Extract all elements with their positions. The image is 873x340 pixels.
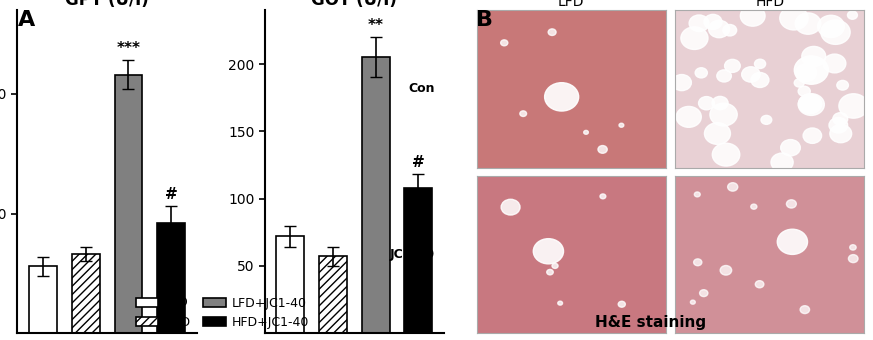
Circle shape — [751, 72, 769, 87]
Circle shape — [740, 5, 765, 26]
Circle shape — [787, 200, 796, 208]
Circle shape — [552, 264, 558, 268]
Circle shape — [754, 59, 766, 68]
Circle shape — [823, 54, 846, 73]
Title: LFD: LFD — [558, 0, 584, 9]
Circle shape — [672, 74, 691, 91]
Title: GPT (U/I): GPT (U/I) — [65, 0, 149, 8]
Bar — [157, 223, 185, 333]
Y-axis label: Con: Con — [409, 83, 435, 96]
Title: GOT (U/I): GOT (U/I) — [312, 0, 397, 8]
Circle shape — [742, 67, 760, 82]
Circle shape — [681, 27, 708, 49]
Circle shape — [720, 266, 732, 275]
Circle shape — [795, 13, 821, 34]
Circle shape — [619, 123, 624, 127]
Circle shape — [755, 280, 764, 288]
Circle shape — [727, 183, 738, 191]
Circle shape — [500, 40, 508, 46]
Circle shape — [829, 118, 848, 133]
Text: ***: *** — [116, 41, 141, 56]
Circle shape — [798, 94, 824, 115]
Bar — [320, 256, 347, 333]
Text: #: # — [165, 187, 177, 202]
Text: #: # — [412, 155, 425, 170]
Circle shape — [725, 59, 740, 72]
Circle shape — [694, 259, 702, 266]
Circle shape — [546, 269, 553, 275]
Legend: LFD, HFD, LFD+JC1-40, HFD+JC1-40: LFD, HFD, LFD+JC1-40, HFD+JC1-40 — [131, 291, 314, 334]
Circle shape — [545, 83, 579, 111]
Circle shape — [705, 123, 731, 144]
Text: B: B — [476, 10, 492, 30]
Circle shape — [761, 115, 772, 124]
Text: H&E staining: H&E staining — [595, 315, 706, 330]
Circle shape — [689, 15, 709, 32]
Circle shape — [618, 301, 625, 307]
Circle shape — [533, 239, 564, 264]
Circle shape — [677, 106, 701, 128]
Circle shape — [798, 86, 810, 96]
Circle shape — [849, 255, 858, 262]
Circle shape — [712, 96, 728, 110]
Circle shape — [558, 301, 562, 305]
Circle shape — [833, 113, 848, 125]
Circle shape — [723, 24, 737, 36]
Title: HFD: HFD — [755, 0, 784, 9]
Circle shape — [710, 103, 737, 126]
Circle shape — [780, 6, 808, 30]
Y-axis label: JC1-40: JC1-40 — [389, 248, 435, 261]
Bar — [29, 266, 57, 333]
Circle shape — [712, 143, 739, 166]
Circle shape — [821, 20, 850, 45]
Circle shape — [848, 11, 857, 19]
Bar — [361, 57, 389, 333]
Circle shape — [751, 204, 757, 209]
Circle shape — [704, 14, 722, 29]
Circle shape — [501, 199, 520, 215]
Bar — [114, 75, 142, 333]
Circle shape — [699, 290, 708, 296]
Circle shape — [800, 306, 809, 313]
Circle shape — [771, 153, 794, 171]
Circle shape — [698, 97, 714, 110]
Text: **: ** — [368, 18, 384, 33]
Circle shape — [519, 111, 526, 117]
Circle shape — [598, 146, 608, 153]
Circle shape — [830, 124, 852, 143]
Circle shape — [694, 192, 700, 197]
Circle shape — [691, 300, 695, 304]
Circle shape — [600, 194, 606, 199]
Circle shape — [695, 68, 707, 78]
Circle shape — [777, 229, 808, 254]
Circle shape — [794, 79, 804, 87]
Circle shape — [803, 128, 821, 143]
Circle shape — [801, 47, 826, 66]
Text: A: A — [17, 10, 35, 30]
Circle shape — [818, 15, 844, 37]
Circle shape — [717, 70, 732, 82]
Circle shape — [780, 139, 801, 156]
Circle shape — [584, 131, 588, 134]
Circle shape — [798, 94, 821, 114]
Circle shape — [709, 20, 730, 38]
Circle shape — [837, 80, 849, 90]
Circle shape — [796, 64, 816, 81]
Bar — [277, 236, 304, 333]
Circle shape — [849, 245, 856, 250]
Bar — [404, 188, 432, 333]
Bar — [72, 254, 100, 333]
Circle shape — [839, 94, 868, 118]
Circle shape — [794, 56, 828, 84]
Circle shape — [548, 29, 556, 35]
